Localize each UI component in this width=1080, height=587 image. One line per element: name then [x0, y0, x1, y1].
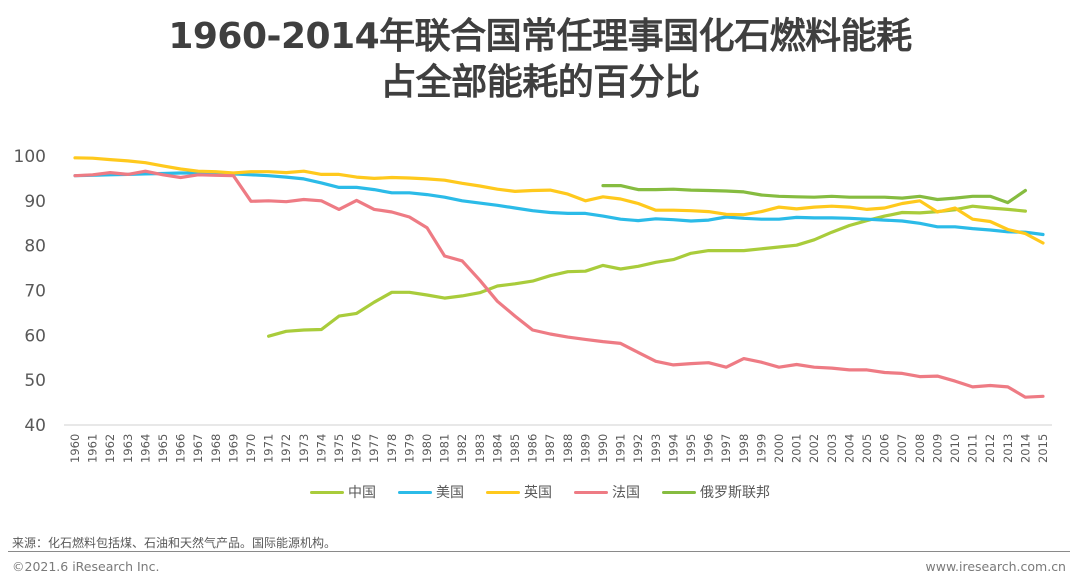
x-tick-label: 1980	[420, 434, 434, 463]
x-tick-label: 1989	[578, 434, 592, 463]
footer-divider	[8, 551, 1070, 552]
copyright: ©2021.6 iResearch Inc.	[12, 559, 160, 574]
series-line-4	[601, 184, 1027, 205]
x-tick-label: 1984	[490, 434, 504, 463]
x-tick-label: 2014	[1018, 434, 1032, 463]
chart-title-line1: 1960-2014年联合国常任理事国化石燃料能耗	[168, 16, 912, 57]
legend-item[interactable]: 法国	[574, 482, 640, 502]
x-tick-label: 1969	[226, 434, 240, 463]
series-line-0	[267, 204, 1027, 338]
x-tick-label: 1964	[138, 434, 152, 463]
x-tick-label: 1986	[526, 434, 540, 463]
x-tick-label: 2008	[913, 434, 927, 463]
x-tick-label: 2006	[878, 434, 892, 463]
chart-title-line2: 占全部能耗的百分比	[380, 62, 700, 103]
legend-swatch	[574, 490, 608, 494]
x-tick-label: 1996	[702, 434, 716, 463]
x-tick-label: 1965	[156, 434, 170, 463]
plot-area	[73, 156, 1045, 399]
x-tick-label: 2001	[790, 434, 804, 463]
legend-label: 英国	[524, 485, 552, 501]
x-tick-label: 1975	[332, 434, 346, 463]
x-tick-label: 1967	[191, 434, 205, 463]
y-tick-label: 80	[24, 237, 46, 257]
legend-item[interactable]: 英国	[486, 482, 552, 502]
x-tick-label: 1982	[455, 434, 469, 463]
x-tick-label: 2004	[842, 434, 856, 463]
x-tick-label: 1994	[666, 434, 680, 463]
x-tick-label: 1968	[209, 434, 223, 463]
x-tick-label: 1977	[367, 434, 381, 463]
y-tick-label: 40	[24, 416, 46, 436]
x-tick-label: 2009	[930, 434, 944, 463]
y-tick-label: 90	[24, 192, 46, 212]
x-tick-label: 2015	[1036, 434, 1050, 463]
x-tick-label: 1981	[438, 434, 452, 463]
x-tick-label: 1993	[649, 434, 663, 463]
x-tick-label: 2003	[825, 434, 839, 463]
y-tick-label: 70	[24, 282, 46, 302]
x-tick-label: 1971	[262, 434, 276, 463]
chart-title: 1960-2014年联合国常任理事国化石燃料能耗 占全部能耗的百分比	[0, 14, 1080, 106]
x-tick-label: 1978	[385, 434, 399, 463]
x-tick-label: 1988	[561, 434, 575, 463]
x-tick-label: 2013	[1001, 434, 1015, 463]
x-tick-label: 1999	[754, 434, 768, 463]
legend-swatch	[486, 490, 520, 494]
legend-swatch	[662, 490, 696, 494]
legend-item[interactable]: 俄罗斯联邦	[662, 482, 770, 502]
legend-swatch	[398, 490, 432, 494]
website-link[interactable]: www.iresearch.com.cn	[925, 559, 1067, 574]
x-tick-label: 1973	[297, 434, 311, 463]
x-tick-label: 2000	[772, 434, 786, 463]
x-tick-label: 1991	[614, 434, 628, 463]
x-tick-label: 1960	[68, 434, 82, 463]
legend-label: 俄罗斯联邦	[700, 485, 770, 501]
legend-item[interactable]: 中国	[310, 482, 376, 502]
x-tick-label: 1972	[279, 434, 293, 463]
x-tick-label: 2005	[860, 434, 874, 463]
series-line-3	[73, 169, 1045, 399]
x-tick-label: 1985	[508, 434, 522, 463]
x-tick-label: 1995	[684, 434, 698, 463]
x-tick-label: 1970	[244, 434, 258, 463]
y-tick-label: 50	[24, 371, 46, 391]
legend-label: 中国	[348, 485, 376, 501]
x-tick-label: 1987	[543, 434, 557, 463]
line-chart: 100 90 80 70 60 50 40 1960 1961 1962 1963 1964 1965…	[14, 147, 1052, 463]
x-tick-label: 1974	[314, 434, 328, 463]
x-tick-label: 1998	[737, 434, 751, 463]
legend: 中国 美国 英国 法国 俄罗斯联邦	[0, 482, 1080, 502]
x-tick-label: 2012	[983, 434, 997, 463]
source-note: 来源：化石燃料包括煤、石油和天然气产品。国际能源机构。	[12, 536, 337, 550]
x-tick-label: 2007	[895, 434, 909, 463]
legend-label: 美国	[436, 485, 464, 501]
y-tick-label: 60	[24, 326, 46, 346]
x-tick-label: 1962	[103, 434, 117, 463]
legend-swatch	[310, 490, 344, 494]
x-tick-label: 1963	[121, 434, 135, 463]
x-tick-label: 1992	[631, 434, 645, 463]
x-tick-label: 2010	[948, 434, 962, 463]
x-tick-label: 1979	[402, 434, 416, 463]
x-tick-label: 2002	[807, 434, 821, 463]
x-tick-label: 1966	[174, 434, 188, 463]
legend-item[interactable]: 美国	[398, 482, 464, 502]
series-line-2	[73, 156, 1045, 245]
y-tick-label: 100	[14, 147, 46, 167]
x-tick-label: 2011	[966, 434, 980, 463]
x-tick-label: 1983	[473, 434, 487, 463]
x-axis: 1960 1961 1962 1963 1964 1965 1966 1967 1968 1969…	[68, 434, 1050, 463]
x-tick-label: 1997	[719, 434, 733, 463]
legend-label: 法国	[612, 485, 640, 501]
x-tick-label: 1990	[596, 434, 610, 463]
y-axis: 100 90 80 70 60 50 40	[14, 147, 46, 436]
x-tick-label: 1976	[350, 434, 364, 463]
x-tick-label: 1961	[86, 434, 100, 463]
